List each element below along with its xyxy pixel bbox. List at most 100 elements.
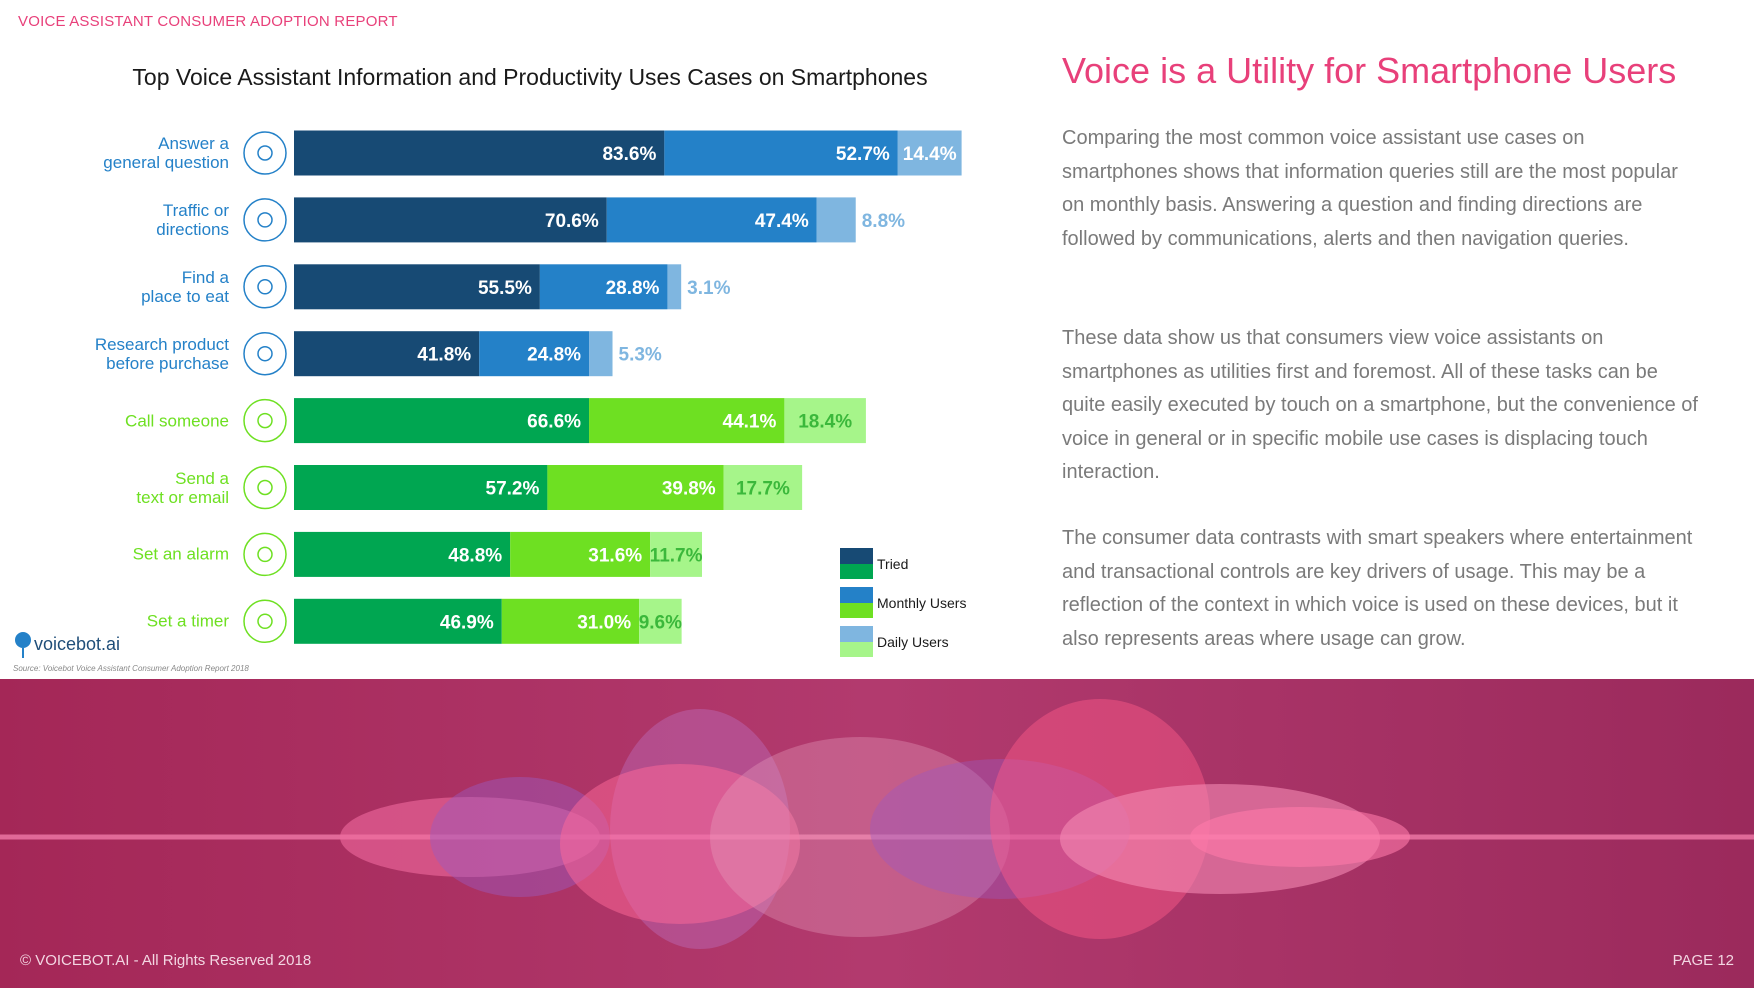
category-icon-detail: [257, 279, 273, 295]
wave: [430, 777, 610, 897]
value-label: 46.9%: [440, 612, 494, 633]
bar-segment: [606, 197, 817, 243]
value-label: 83.6%: [602, 144, 656, 165]
logo: voicebot.ai: [34, 634, 121, 654]
value-label: 9.6%: [639, 612, 682, 633]
paragraph: These data show us that consumers view v…: [1062, 327, 1698, 483]
category-icon: [243, 599, 287, 644]
value-label: 18.4%: [798, 412, 852, 433]
value-label: 11.7%: [650, 545, 703, 566]
legend-swatch: [840, 603, 873, 618]
value-label: 5.3%: [619, 345, 662, 366]
value-label: 41.8%: [417, 345, 471, 366]
category-label: Set a timer: [146, 611, 229, 631]
bar-segment: [650, 531, 703, 577]
bar-segment: [589, 331, 613, 377]
legend-swatch: [840, 587, 873, 603]
bar-segment: [723, 465, 803, 510]
bar-segment: [539, 264, 668, 310]
legend-swatch: [840, 548, 873, 564]
category-label: Research product before purchase: [94, 334, 229, 373]
bar-segment: [589, 398, 785, 444]
article-heading: Voice is a Utility for Smartphone Users: [1062, 50, 1677, 91]
value-label: 47.4%: [755, 211, 809, 232]
report-header: VOICE ASSISTANT CONSUMER ADOPTION REPORT: [18, 13, 398, 30]
bar-segment: [639, 598, 682, 644]
category-icon: [243, 265, 287, 309]
category-icon-detail: [257, 412, 273, 429]
page-number: PAGE 12: [1672, 952, 1734, 969]
category-icon: [243, 331, 287, 376]
wave-band: [0, 679, 1754, 988]
bar-segment: [479, 331, 590, 377]
wave: [1190, 807, 1410, 867]
bar-segment: [547, 465, 724, 510]
value-label: 39.8%: [662, 479, 716, 500]
category-label: Find a place to eat: [141, 267, 229, 306]
bar-segment: [897, 130, 962, 176]
wave-art: [0, 699, 1754, 949]
bar-segment: [294, 331, 480, 377]
wave: [710, 737, 1010, 937]
wave: [560, 764, 800, 924]
category-icon-detail: [257, 613, 273, 630]
category-label: Call someone: [125, 411, 229, 431]
value-label: 66.6%: [527, 412, 581, 433]
category-icon: [243, 198, 287, 242]
value-label: 24.8%: [527, 345, 581, 366]
value-label: 17.7%: [736, 479, 790, 500]
value-label: 70.6%: [545, 211, 599, 232]
bar-segment: [294, 598, 502, 644]
logo-mark: [15, 632, 31, 648]
value-label: 28.8%: [606, 278, 660, 299]
category-label: Send a text or email: [136, 468, 229, 507]
category-label: Traffic or directions: [156, 200, 229, 239]
bar-segment: [667, 264, 682, 310]
copyright: © VOICEBOT.AI - All Rights Reserved 2018: [20, 952, 312, 969]
bar-segment: [816, 197, 856, 243]
category-icon-detail: [257, 345, 273, 362]
value-label: 31.6%: [588, 545, 642, 566]
value-label: 31.0%: [577, 612, 631, 633]
paragraph: Comparing the most common voice assistan…: [1062, 127, 1678, 250]
bar-segment: [501, 598, 640, 644]
wave: [870, 759, 1130, 899]
bar-segment: [294, 197, 607, 243]
category-icon: [243, 465, 287, 510]
value-label: 52.7%: [836, 144, 890, 165]
category-label: Answer a general question: [103, 134, 229, 172]
bar-segment: [294, 398, 590, 444]
category-icon-detail: [257, 479, 273, 496]
value-label: 8.8%: [862, 211, 905, 232]
paragraph: The consumer data contrasts with smart s…: [1062, 527, 1693, 650]
bar-segment: [294, 531, 511, 577]
value-label: 14.4%: [903, 144, 957, 165]
bar-segment: [784, 398, 866, 444]
legend-swatch: [840, 626, 873, 642]
legend-label: Monthly Users: [877, 595, 967, 611]
bar-segment: [294, 264, 540, 310]
legend-swatch: [840, 642, 873, 657]
category-label: Set an alarm: [132, 544, 229, 564]
bar-segment: [664, 130, 898, 176]
source-note: Source: Voicebot Voice Assistant Consume…: [13, 664, 249, 673]
category-icon: [243, 131, 287, 175]
category-icon-detail: [257, 212, 273, 228]
category-icon: [243, 398, 287, 443]
chart: 83.6% 52.7% 14.4% 70.6% 47.4% 8.8% 55.5% 28.8% 3…: [243, 130, 962, 657]
legend-label: Tried: [877, 556, 909, 572]
category-icon: [243, 532, 287, 577]
wave: [340, 797, 600, 877]
bar-segment: [294, 465, 548, 510]
bar-segment: [294, 130, 665, 176]
legend-label: Daily Users: [877, 634, 949, 650]
logo-icon: [15, 632, 31, 658]
legend-swatch: [840, 564, 873, 579]
value-label: 44.1%: [723, 412, 777, 433]
bar-segment: [510, 531, 651, 577]
category-icon-detail: [257, 145, 273, 161]
value-label: 55.5%: [478, 278, 532, 299]
category-icon-detail: [257, 546, 273, 563]
chart-title: Top Voice Assistant Information and Prod…: [132, 64, 928, 90]
